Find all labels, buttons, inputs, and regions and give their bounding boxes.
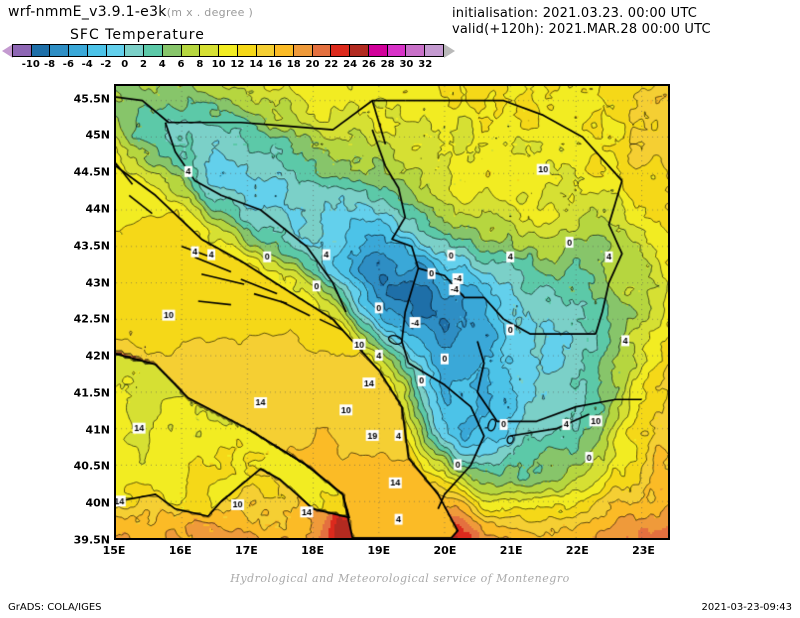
colorbar-tick: 32 [418,59,433,70]
model-title: wrf-nmmE_v3.9.1-e3k(m x . degree ) [8,4,253,20]
longitude-tick: 15E [102,544,126,557]
colorbar-tick: -2 [100,59,112,70]
colorbar-tick: 26 [361,59,376,70]
colorbar-tick: 24 [343,59,358,70]
map-plot-area [114,84,670,540]
temperature-field-canvas [116,86,668,538]
colorbar-swatch [49,44,69,57]
colorbar-tick: 12 [230,59,245,70]
colorbar-tick: 22 [324,59,339,70]
colorbar-tick: -10 [21,59,40,70]
colorbar-tick: 28 [380,59,395,70]
colorbar-swatch [218,44,237,57]
colorbar-tick: 2 [139,59,147,70]
latitude-tick: 39.5N [73,533,110,547]
longitude-axis: 15E 16E 17E 18E 19E 20E 21E 22E 23E [103,544,670,560]
latitude-tick: 41N [85,423,110,437]
colorbar-tick-labels: -10 -8 -6 -4 -2 0 2 4 6 8 10 12 14 16 18 20 22 24 26 28 30 32 [12,59,444,73]
colorbar-swatch [86,44,106,57]
colorbar-swatch [255,44,275,57]
colorbar-swatch [68,44,87,57]
colorbar-tick: 10 [211,59,226,70]
longitude-tick: 17E [234,544,258,557]
model-name: wrf-nmmE_v3.9.1-e3k [8,4,167,20]
latitude-tick: 41.5N [73,386,110,400]
colorbar-tick: -8 [44,59,56,70]
latitude-tick: 43.5N [73,239,110,253]
latitude-tick: 40N [85,496,110,510]
latitude-tick: 45.5N [73,92,110,106]
colorbar-swatch [161,44,181,57]
colorbar-swatch [311,44,331,57]
colorbar-tick: 6 [177,59,185,70]
colorbar-swatch [105,44,125,57]
colorbar-tick: 20 [305,59,320,70]
generation-timestamp: 2021-03-23-09:43 [701,602,792,613]
latitude-tick: 43N [85,276,110,290]
colorbar-tick: 30 [399,59,414,70]
colorbar-swatch [124,44,144,57]
latitude-axis: 39.5N 40N 40.5N 41N 41.5N 42N 42.5N 43N 43.5N 44N… [62,84,110,546]
longitude-tick: 20E [433,544,457,557]
colorbar-over-arrow-icon [444,44,455,58]
latitude-tick: 44N [85,202,110,216]
colorbar-tick: 14 [249,59,264,70]
colorbar [12,44,444,57]
colorbar-swatch [330,44,350,57]
colorbar-swatch [180,44,200,57]
colorbar-swatch [293,44,312,57]
longitude-tick: 18E [301,544,324,557]
latitude-tick: 40.5N [73,459,110,473]
longitude-tick: 22E [565,544,589,557]
longitude-tick: 23E [632,544,655,557]
colorbar-swatch [199,44,219,57]
field-title: SFC Temperature [70,27,205,43]
colorbar-swatch [367,44,387,57]
agency-credit: Hydrological and Meteorological service … [230,572,570,585]
longitude-tick: 16E [168,544,192,557]
colorbar-tick: 8 [196,59,204,70]
colorbar-tick: 18 [286,59,301,70]
colorbar-swatch [349,44,368,57]
grads-tag: GrADS: COLA/IGES [8,602,102,613]
colorbar-swatch [274,44,294,57]
colorbar-swatch [405,44,425,57]
latitude-tick: 42N [85,349,110,363]
colorbar-tick: -4 [81,59,93,70]
latitude-tick: 42.5N [73,312,110,326]
longitude-tick: 19E [367,544,391,557]
colorbar-tick: 16 [267,59,282,70]
colorbar-tick: 4 [158,59,166,70]
colorbar-swatch [236,44,256,57]
colorbar-swatch [424,44,444,57]
colorbar-swatch [12,44,31,57]
longitude-tick: 21E [499,544,523,557]
colorbar-swatch [386,44,406,57]
latitude-tick: 44.5N [73,165,110,179]
colorbar-swatch [143,44,162,57]
valid-time-line: valid(+120h): 2021.MAR.28 00:00 UTC [452,22,711,37]
colorbar-tick: 0 [121,59,129,70]
colorbar-tick: -6 [62,59,74,70]
initialisation-line: initialisation: 2021.03.23. 00:00 UTC [452,6,697,21]
colorbar-under-arrow-icon [2,44,13,58]
model-units: (m x . degree ) [166,6,254,19]
colorbar-swatch [30,44,50,57]
latitude-tick: 45N [85,128,110,142]
